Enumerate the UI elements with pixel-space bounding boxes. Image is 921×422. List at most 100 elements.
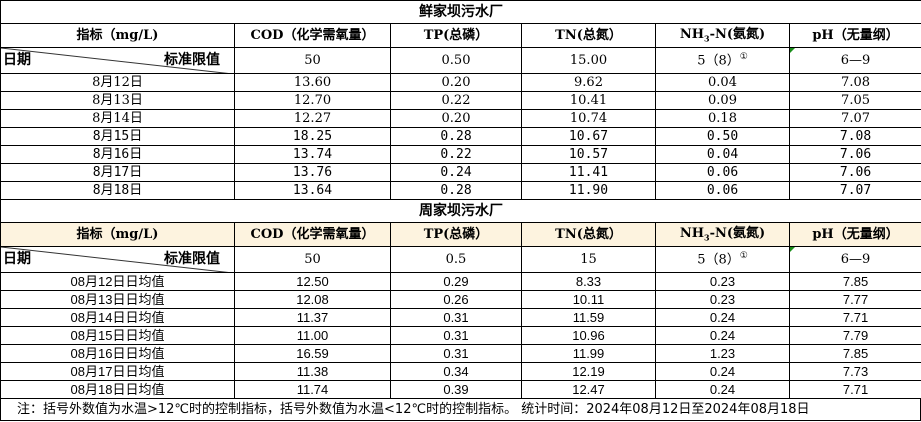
date-cell: 8月14日: [0, 109, 235, 128]
date-cell: 08月15日日均值: [0, 326, 235, 345]
value-cell: 10.74: [521, 109, 656, 128]
standard-value: 5（8）①: [655, 47, 790, 74]
column-header: pH（无量纲）: [788, 23, 921, 48]
date-cell: 8月13日: [0, 91, 235, 110]
value-cell: 11.74: [234, 380, 391, 399]
value-cell: 7.07: [788, 181, 921, 200]
value-cell: 13.64: [234, 181, 391, 200]
value-cell: 0.09: [655, 91, 790, 110]
value-cell: 0.34: [390, 362, 522, 381]
value-cell: 0.23: [655, 272, 790, 291]
date-cell: 8月18日: [0, 181, 235, 200]
value-cell: 0.22: [390, 145, 522, 164]
value-cell: 16.59: [234, 344, 391, 363]
column-header: TN(总氮）: [521, 23, 656, 48]
value-cell: 0.22: [390, 91, 522, 110]
column-header: TP(总磷）: [390, 23, 522, 48]
date-cell: 08月16日日均值: [0, 344, 235, 363]
standard-value: 50: [234, 246, 391, 273]
standard-value: 6—9: [788, 246, 921, 273]
value-cell: 7.06: [788, 145, 921, 164]
date-cell: 08月14日日均值: [0, 308, 235, 327]
value-cell: 11.41: [521, 163, 656, 182]
standard-value: 0.50: [390, 47, 522, 74]
value-cell: 13.74: [234, 145, 391, 164]
value-cell: 10.67: [521, 127, 656, 146]
table-row: 8月18日 13.64 0.28 11.90 0.06 7.07: [0, 181, 921, 200]
column-header: TN(总氮）: [521, 222, 656, 247]
standard-label: 标准限值: [164, 52, 220, 68]
table-row: 08月12日日均值 12.50 0.29 8.33 0.23 7.85: [0, 272, 921, 291]
footnote: 注：括号外数值为水温>12℃时的控制指标，括号外数值为水温<12℃时的控制指标。…: [0, 399, 921, 421]
value-cell: 0.04: [655, 73, 790, 92]
plant-table: 鲜家坝污水厂 指标（mg/L) COD（化学需氧量） TP(总磷） TN(总氮） NH3-…: [0, 0, 921, 200]
value-cell: 7.07: [788, 109, 921, 128]
value-cell: 7.08: [788, 127, 921, 146]
column-header: NH3-N(氨氮): [655, 23, 790, 48]
value-cell: 7.73: [788, 362, 921, 381]
date-cell: 08月13日日均值: [0, 290, 235, 309]
value-cell: 7.85: [788, 344, 921, 363]
standard-value: 5（8）①: [655, 246, 790, 273]
column-header: COD（化学需氧量）: [234, 222, 391, 247]
value-cell: 18.25: [234, 127, 391, 146]
value-cell: 11.00: [234, 326, 391, 345]
value-cell: 8.33: [521, 272, 656, 291]
value-cell: 11.99: [521, 344, 656, 363]
value-cell: 13.60: [234, 73, 391, 92]
standard-value: 15: [521, 246, 656, 273]
standard-label: 标准限值: [164, 251, 220, 267]
value-cell: 10.41: [521, 91, 656, 110]
value-cell: 0.06: [655, 163, 790, 182]
date-cell: 8月12日: [0, 73, 235, 92]
footnote-mark: ①: [739, 52, 748, 63]
plant-table: 周家坝污水厂 指标（mg/L) COD（化学需氧量） TP(总磷） TN(总氮） NH3-…: [0, 199, 921, 399]
value-cell: 7.06: [788, 163, 921, 182]
value-cell: 0.24: [655, 326, 790, 345]
date-label: 日期: [3, 52, 31, 68]
date-cell: 8月15日: [0, 127, 235, 146]
value-cell: 7.85: [788, 272, 921, 291]
value-cell: 0.29: [390, 272, 522, 291]
value-cell: 7.77: [788, 290, 921, 309]
column-header: NH3-N(氨氮): [655, 222, 790, 247]
value-cell: 7.71: [788, 308, 921, 327]
diagonal-header-cell: 日期 标准限值: [0, 47, 235, 74]
value-cell: 0.06: [655, 181, 790, 200]
value-cell: 0.20: [390, 109, 522, 128]
value-cell: 11.59: [521, 308, 656, 327]
column-header: TP(总磷）: [390, 222, 522, 247]
column-header: 指标（mg/L): [0, 222, 235, 247]
table-row: 08月14日日均值 11.37 0.31 11.59 0.24 7.71: [0, 308, 921, 327]
plant-title: 周家坝污水厂: [0, 199, 921, 223]
value-cell: 12.50: [234, 272, 391, 291]
standard-value: 15.00: [521, 47, 656, 74]
value-cell: 0.24: [655, 362, 790, 381]
value-cell: 7.05: [788, 91, 921, 110]
table-row: 08月15日日均值 11.00 0.31 10.96 0.24 7.79: [0, 326, 921, 345]
value-cell: 0.18: [655, 109, 790, 128]
value-cell: 10.11: [521, 290, 656, 309]
value-cell: 0.26: [390, 290, 522, 309]
value-cell: 9.62: [521, 73, 656, 92]
table-row: 8月17日 13.76 0.24 11.41 0.06 7.06: [0, 163, 921, 182]
value-cell: 12.08: [234, 290, 391, 309]
table-row: 8月14日 12.27 0.20 10.74 0.18 7.07: [0, 109, 921, 128]
table-row: 08月18日日均值 11.74 0.39 12.47 0.24 7.71: [0, 380, 921, 399]
table-row: 8月16日 13.74 0.22 10.57 0.04 7.06: [0, 145, 921, 164]
table-row: 8月13日 12.70 0.22 10.41 0.09 7.05: [0, 91, 921, 110]
column-header: pH（无量纲）: [788, 222, 921, 247]
value-cell: 12.19: [521, 362, 656, 381]
value-cell: 0.23: [655, 290, 790, 309]
value-cell: 13.76: [234, 163, 391, 182]
value-cell: 0.31: [390, 308, 522, 327]
date-cell: 08月17日日均值: [0, 362, 235, 381]
column-header: 指标（mg/L): [0, 23, 235, 48]
value-cell: 7.08: [788, 73, 921, 92]
date-cell: 08月12日日均值: [0, 272, 235, 291]
footnote-mark: ①: [739, 251, 748, 262]
column-header: COD（化学需氧量）: [234, 23, 391, 48]
value-cell: 0.24: [655, 380, 790, 399]
value-cell: 7.79: [788, 326, 921, 345]
value-cell: 0.31: [390, 344, 522, 363]
